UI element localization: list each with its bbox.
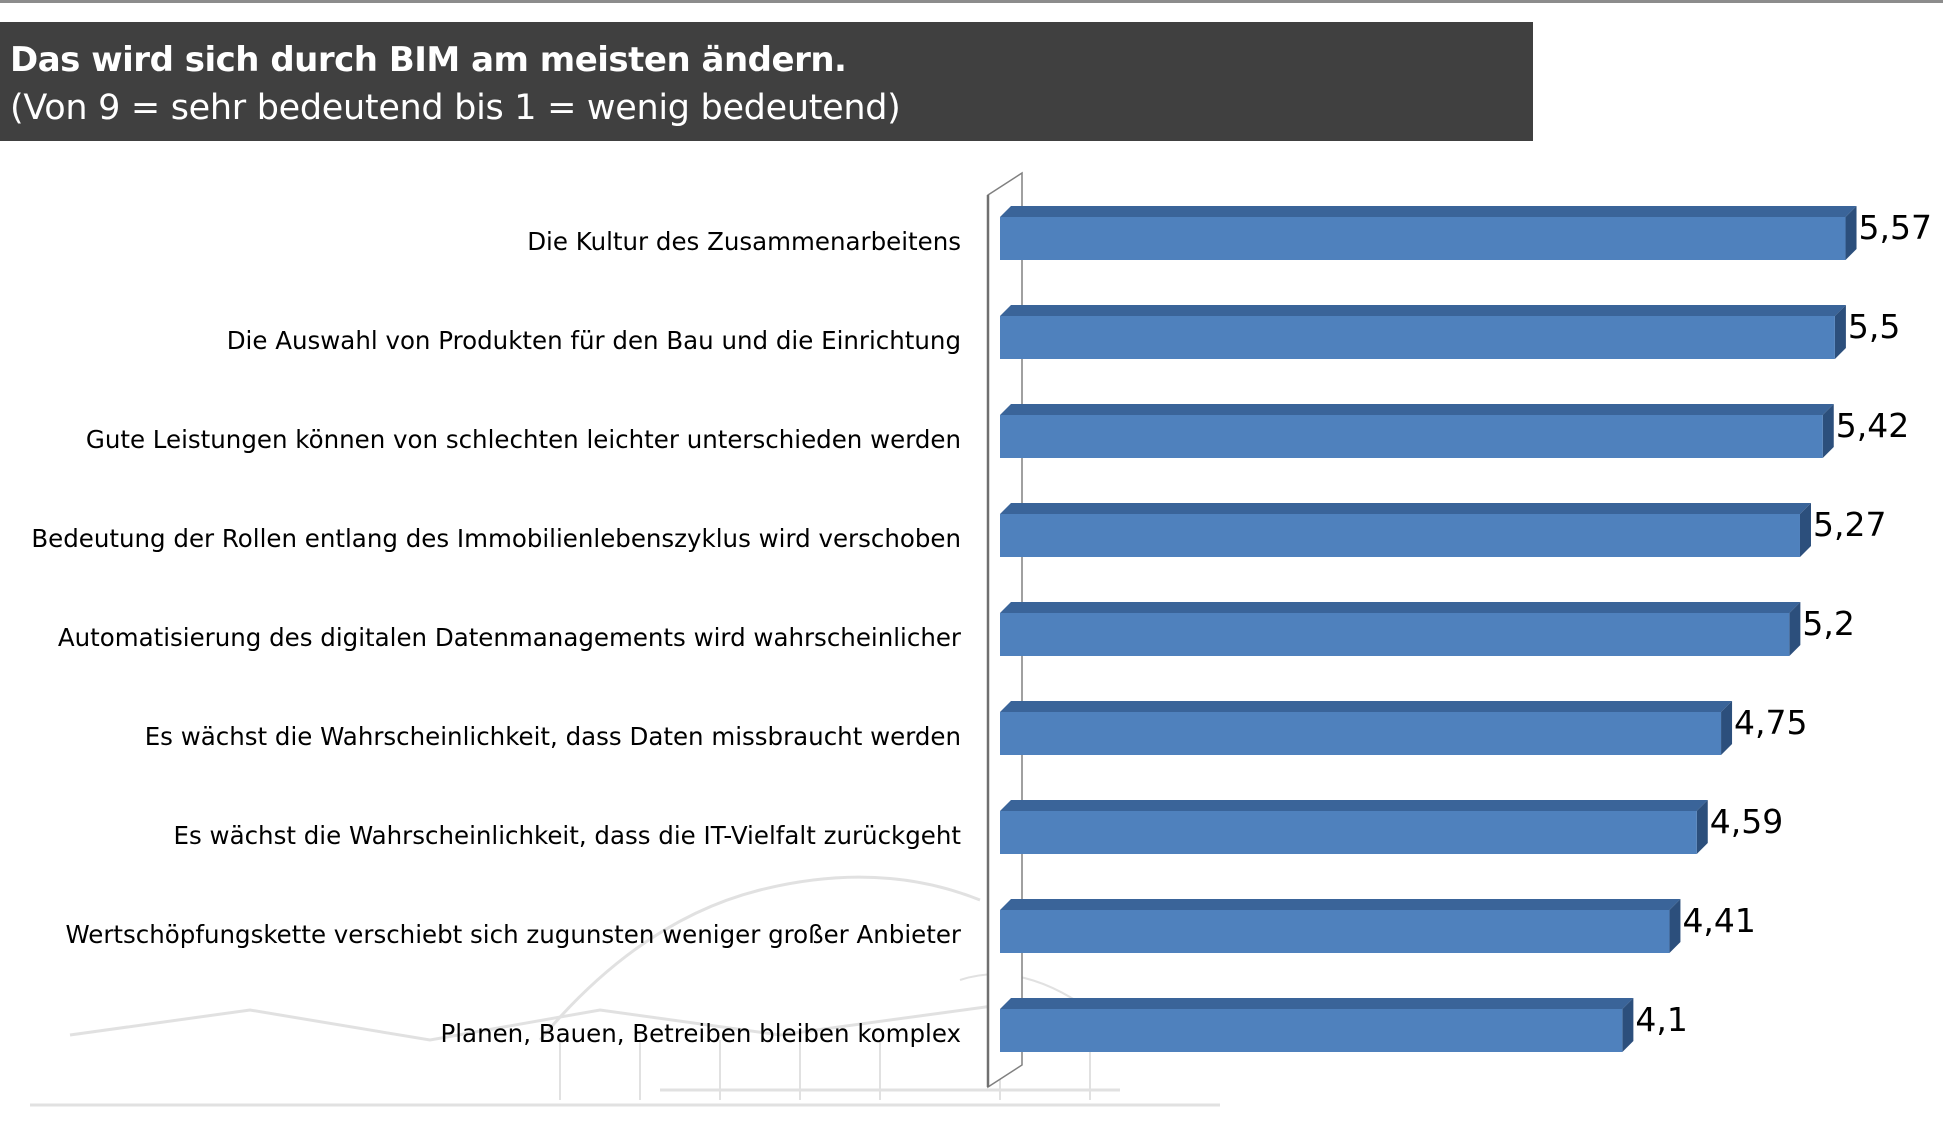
bar-top-face <box>1000 404 1834 415</box>
bar-top-face <box>1000 998 1634 1009</box>
bar-side-face <box>1622 998 1634 1052</box>
bar-front-face <box>1000 910 1670 953</box>
bar-3 <box>1000 404 1834 458</box>
bar-1 <box>1000 206 1857 260</box>
bar-side-face <box>1669 899 1681 953</box>
value-label: 4,75 <box>1734 703 1807 742</box>
value-label: 4,59 <box>1710 802 1783 841</box>
bar-front-face <box>1000 712 1722 755</box>
bar-front-face <box>1000 514 1800 557</box>
bar-side-face <box>1789 602 1801 656</box>
bar-top-face <box>1000 305 1846 316</box>
bar-top-face <box>1000 800 1708 811</box>
bar-2 <box>1000 305 1846 359</box>
category-label: Es wächst die Wahrscheinlichkeit, dass d… <box>174 821 962 850</box>
sketch-arch <box>538 875 981 1041</box>
category-label: Planen, Bauen, Betreiben bleiben komplex <box>440 1019 961 1048</box>
value-label: 5,2 <box>1802 604 1854 643</box>
bar-top-face <box>1000 602 1801 613</box>
bar-9 <box>1000 998 1634 1052</box>
bar-top-face <box>1000 503 1811 514</box>
bar-6 <box>1000 701 1733 755</box>
bar-front-face <box>1000 1009 1623 1052</box>
bar-front-face <box>1000 217 1846 260</box>
value-label: 5,27 <box>1813 505 1886 544</box>
category-label: Bedeutung der Rollen entlang des Immobil… <box>31 524 961 553</box>
bar-side-face <box>1799 503 1811 557</box>
chart-subtitle: (Von 9 = sehr bedeutend bis 1 = wenig be… <box>10 88 901 128</box>
bar-front-face <box>1000 316 1835 359</box>
bar-side-face <box>1721 701 1733 755</box>
value-label: 4,1 <box>1635 1000 1687 1039</box>
bar-5 <box>1000 602 1801 656</box>
value-labels: 5,57 5,5 5,42 5,27 5,2 4,75 4,59 4,41 4,1 <box>1635 208 1932 1039</box>
bar-8 <box>1000 899 1681 953</box>
value-label: 5,42 <box>1836 406 1909 445</box>
category-label: Automatisierung des digitalen Datenmanag… <box>58 623 962 652</box>
chart-title: Das wird sich durch BIM am meisten änder… <box>10 40 847 80</box>
bar-top-face <box>1000 899 1681 910</box>
title-banner: Das wird sich durch BIM am meisten änder… <box>0 22 1533 141</box>
value-label: 4,41 <box>1682 901 1755 940</box>
bar-front-face <box>1000 613 1790 656</box>
bar-front-face <box>1000 811 1697 854</box>
bar-4 <box>1000 503 1811 557</box>
bars <box>1000 206 1857 1052</box>
bar-front-face <box>1000 415 1823 458</box>
bar-7 <box>1000 800 1708 854</box>
category-labels: Die Kultur des Zusammenarbeitens Die Ausw… <box>31 227 962 1048</box>
bar-side-face <box>1822 404 1834 458</box>
value-label: 5,57 <box>1859 208 1932 247</box>
top-rule <box>0 0 1943 3</box>
sketch-ground <box>30 1088 1220 1107</box>
bar-side-face <box>1696 800 1708 854</box>
bar-side-face <box>1834 305 1846 359</box>
category-label: Die Auswahl von Produkten für den Bau un… <box>227 326 961 355</box>
value-label: 5,5 <box>1848 307 1900 346</box>
category-label: Wertschöpfungskette verschiebt sich zugu… <box>66 920 962 949</box>
category-label: Es wächst die Wahrscheinlichkeit, dass D… <box>145 722 961 751</box>
category-label: Die Kultur des Zusammenarbeitens <box>527 227 961 256</box>
bar-top-face <box>1000 206 1857 217</box>
bar-side-face <box>1845 206 1857 260</box>
sketch-columns <box>559 1040 881 1100</box>
category-label: Gute Leistungen können von schlechten le… <box>86 425 961 454</box>
bar-top-face <box>1000 701 1733 712</box>
